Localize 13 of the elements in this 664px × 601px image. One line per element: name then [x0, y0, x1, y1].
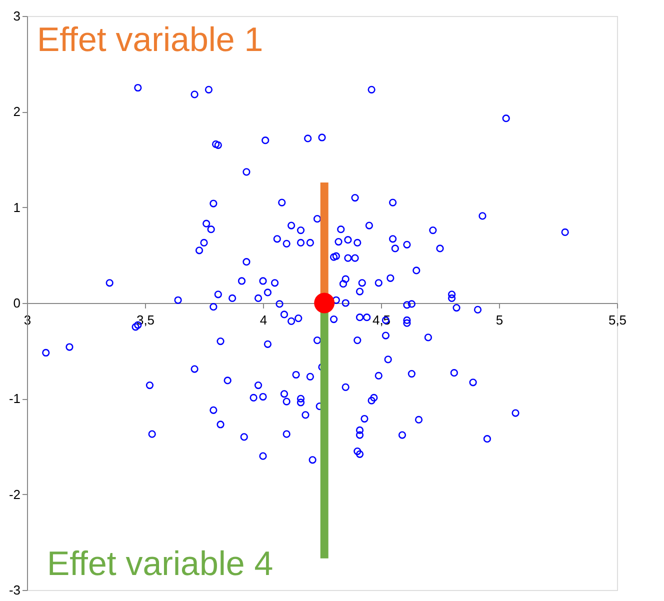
- y-tick-label: -2: [8, 486, 20, 502]
- x-tick-label: 4: [260, 312, 268, 328]
- x-tick-label: 3,5: [136, 312, 155, 328]
- series-label: Effet variable 4: [47, 545, 274, 583]
- y-tick-label: -3: [8, 582, 20, 598]
- x-tick-label: 5,5: [608, 312, 627, 328]
- y-tick-label: 1: [13, 200, 20, 215]
- y-tick-label: 0: [13, 296, 20, 310]
- y-tick-label: 2: [13, 104, 20, 120]
- text: Effet variable 1: [37, 21, 264, 59]
- y-tick-label: 3: [13, 8, 20, 24]
- y-tick-label: -1: [8, 391, 20, 406]
- x-tick-label: 5: [496, 312, 504, 328]
